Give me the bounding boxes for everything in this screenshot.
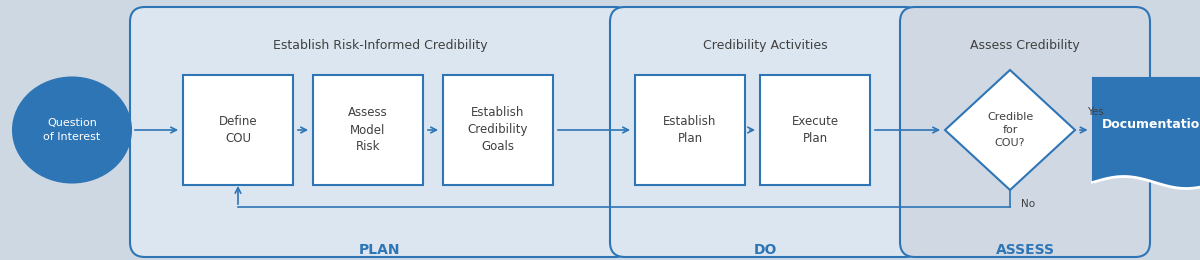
Text: Define
COU: Define COU bbox=[218, 115, 257, 145]
FancyBboxPatch shape bbox=[900, 7, 1150, 257]
Text: Assess Credibility: Assess Credibility bbox=[970, 38, 1080, 51]
Polygon shape bbox=[1092, 77, 1200, 188]
Ellipse shape bbox=[13, 77, 131, 183]
Text: Credible
for
COU?: Credible for COU? bbox=[986, 112, 1033, 148]
Text: Credibility Activities: Credibility Activities bbox=[703, 38, 827, 51]
FancyBboxPatch shape bbox=[130, 7, 630, 257]
FancyBboxPatch shape bbox=[610, 7, 920, 257]
Bar bbox=[635, 75, 745, 185]
Text: ASSESS: ASSESS bbox=[996, 243, 1055, 257]
Text: Establish
Credibility
Goals: Establish Credibility Goals bbox=[468, 107, 528, 153]
Bar bbox=[760, 75, 870, 185]
Polygon shape bbox=[946, 70, 1075, 190]
Text: Documentation: Documentation bbox=[1102, 119, 1200, 132]
Text: Establish
Plan: Establish Plan bbox=[664, 115, 716, 145]
Text: Execute
Plan: Execute Plan bbox=[792, 115, 839, 145]
Text: No: No bbox=[1021, 199, 1036, 209]
Text: Assess
Model
Risk: Assess Model Risk bbox=[348, 107, 388, 153]
Text: DO: DO bbox=[754, 243, 776, 257]
Text: Yes: Yes bbox=[1087, 107, 1103, 117]
Text: PLAN: PLAN bbox=[359, 243, 401, 257]
Text: Establish Risk-Informed Credibility: Establish Risk-Informed Credibility bbox=[272, 38, 487, 51]
Text: Question
of Interest: Question of Interest bbox=[43, 118, 101, 142]
Bar bbox=[443, 75, 553, 185]
Bar bbox=[313, 75, 424, 185]
Bar bbox=[182, 75, 293, 185]
